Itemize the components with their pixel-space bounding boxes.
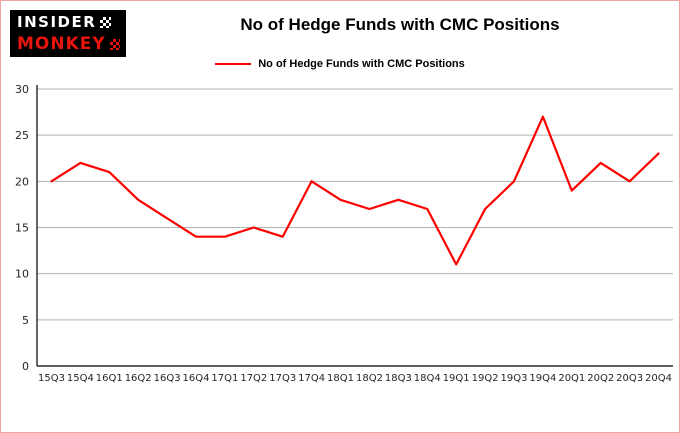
x-tick-label: 19Q3 [501,373,528,384]
y-tick-label: 10 [15,268,29,281]
x-tick-label: 18Q2 [356,373,383,384]
y-tick-label: 25 [15,129,29,142]
x-tick-label: 16Q4 [183,373,210,384]
x-tick-label: 16Q1 [96,373,123,384]
x-tick-label: 19Q1 [443,373,470,384]
x-tick-label: 17Q3 [269,373,296,384]
x-tick-label: 17Q2 [240,373,267,384]
y-tick-label: 0 [22,360,29,373]
logo-row-1: INSIDER [17,15,120,30]
x-tick-label: 18Q3 [385,373,412,384]
x-tick-label: 19Q4 [529,373,556,384]
x-tick-label: 17Q1 [211,373,238,384]
x-tick-label: 20Q3 [616,373,643,384]
insider-monkey-logo: INSIDER MONKEY [10,10,126,57]
legend-line-swatch [215,63,252,65]
y-tick-label: 20 [15,175,29,188]
checkered-flag-icon [100,17,112,28]
logo-text-monkey: MONKEY [17,34,106,54]
data-line-hedge-funds [50,115,660,266]
x-tick-label: 16Q3 [154,373,181,384]
x-tick-label: 20Q4 [645,373,672,384]
chart-legend: No of Hedge Funds with CMC Positions [1,58,679,70]
x-tick-label: 18Q1 [327,373,354,384]
logo-row-2: MONKEY [17,36,120,53]
y-tick-label: 30 [15,83,29,96]
chart-title: No of Hedge Funds with CMC Positions [240,15,560,34]
x-tick-label: 19Q2 [472,373,499,384]
x-tick-label: 17Q4 [298,373,325,384]
line-chart-canvas: 0 5 10 15 20 25 30 15Q3 15Q4 16Q1 16Q2 16Q3 16Q4 17Q1… [15,83,673,384]
x-tick-label: 16Q2 [125,373,152,384]
x-tick-label: 15Q4 [67,373,94,384]
x-tick-label: 15Q3 [38,373,65,384]
chart-area: 0 5 10 15 20 25 30 15Q3 15Q4 16Q1 16Q2 16Q3 16Q4 17Q1… [1,77,679,427]
x-tick-label: 18Q4 [414,373,441,384]
logo-text-insider: INSIDER [17,13,97,31]
legend-label: No of Hedge Funds with CMC Positions [258,58,465,70]
y-tick-label: 5 [22,314,29,327]
y-tick-label: 15 [15,222,29,235]
x-tick-label: 20Q1 [558,373,585,384]
x-tick-label: 20Q2 [587,373,614,384]
checkered-flag-icon [109,39,120,50]
